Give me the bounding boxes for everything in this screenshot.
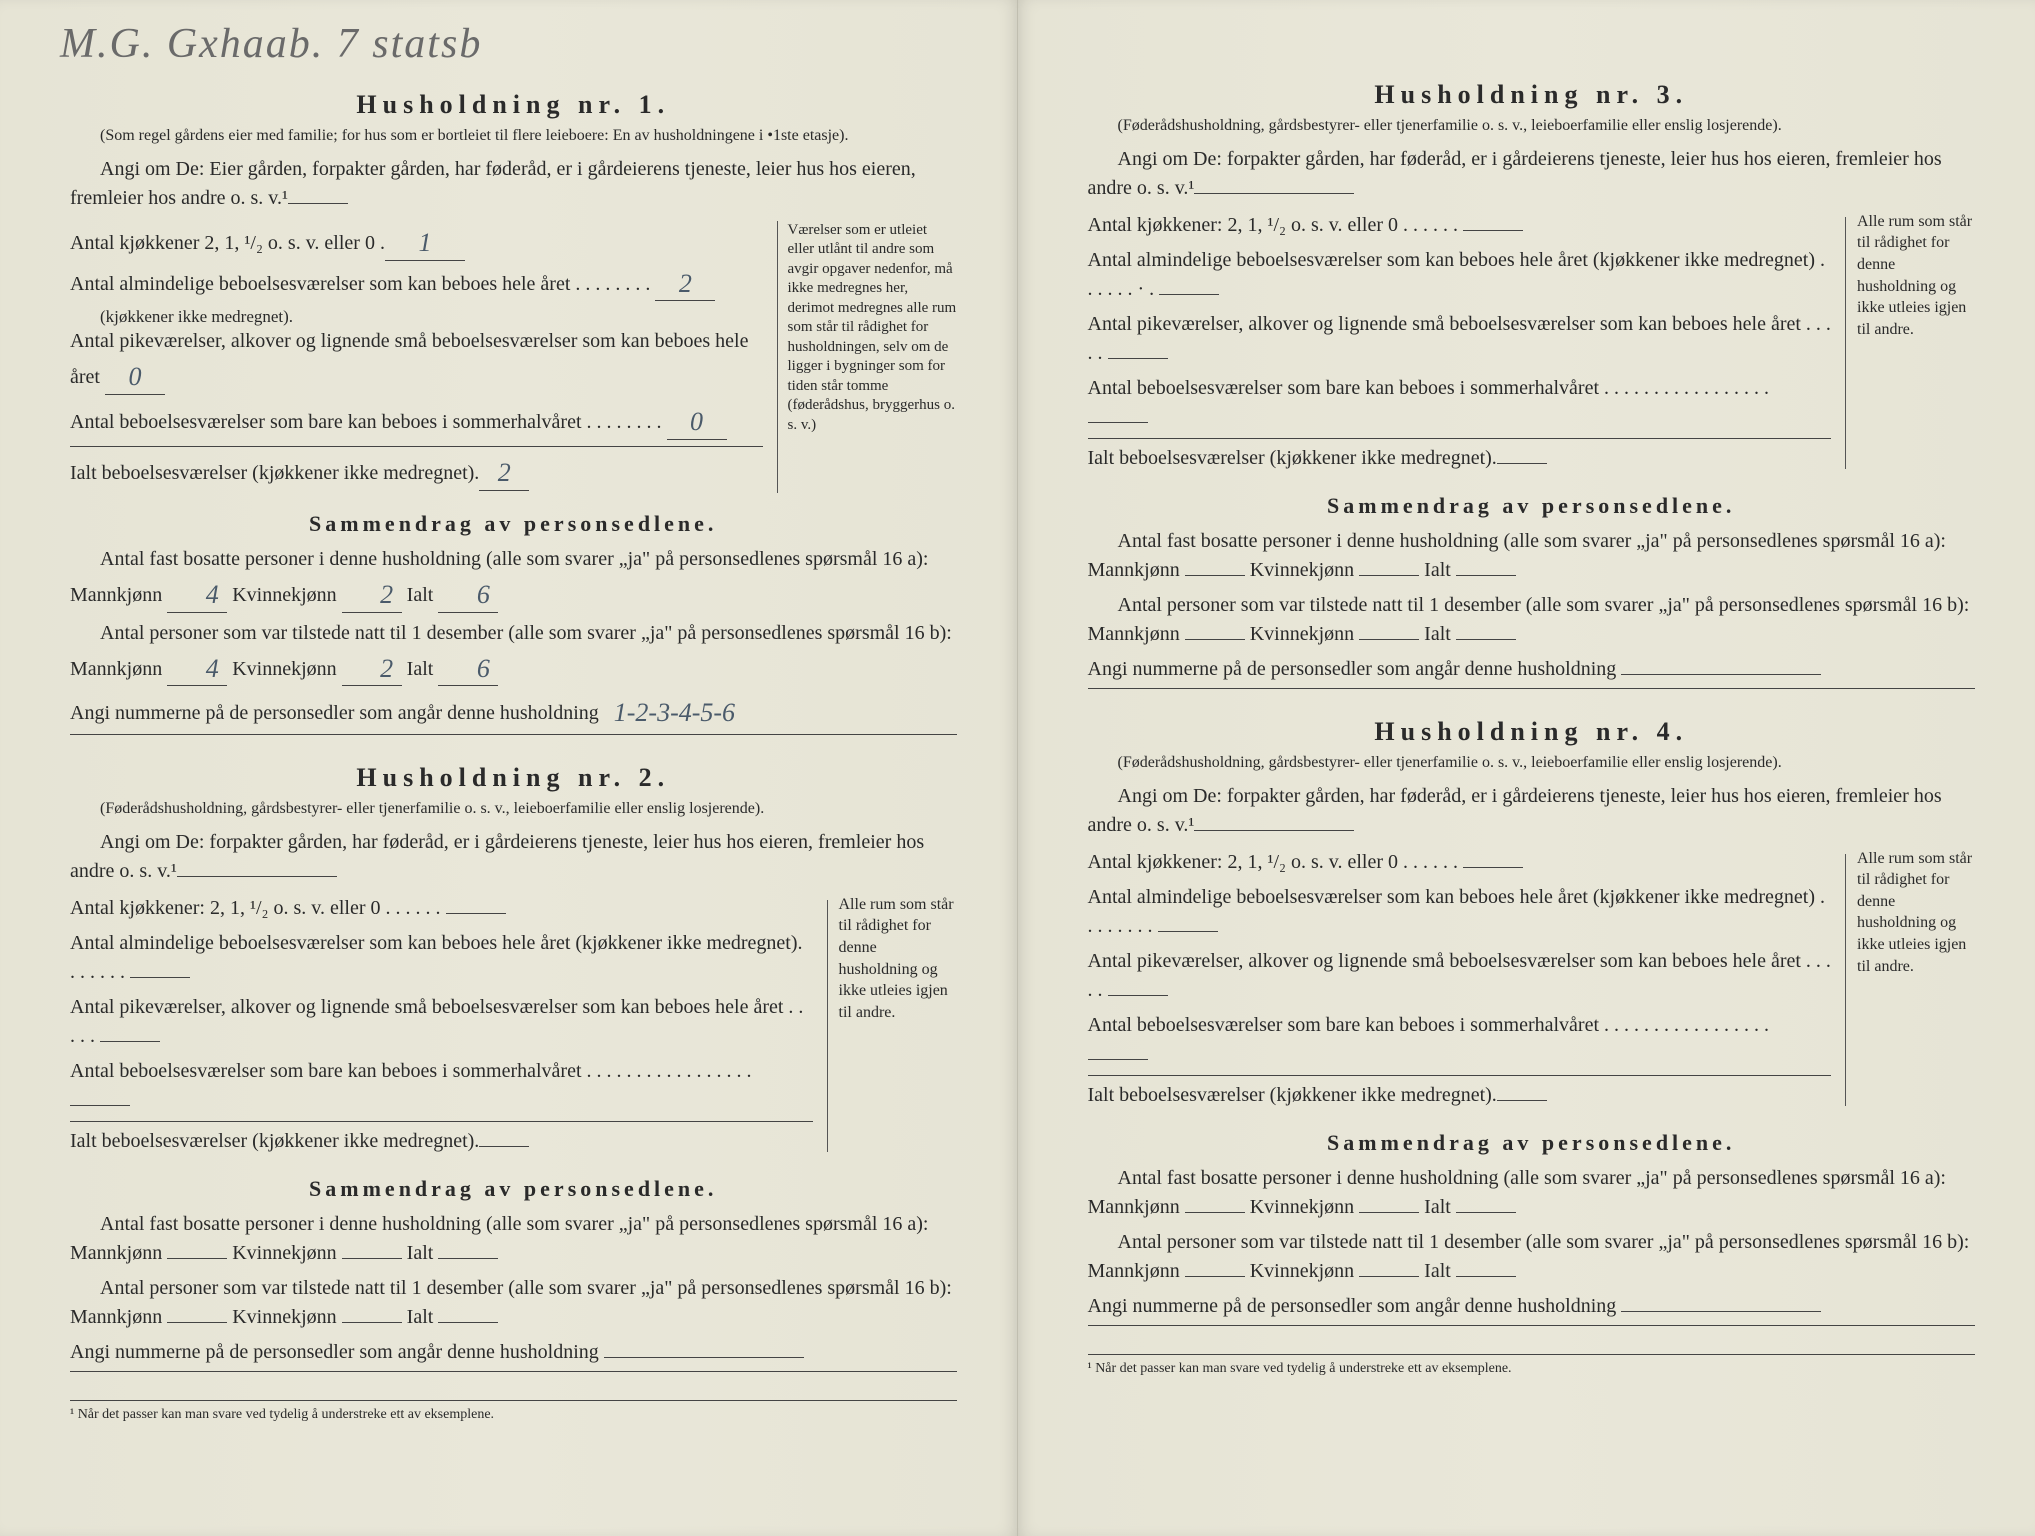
household-1: Husholdning nr. 1. (Som regel gårdens ei…	[70, 90, 957, 735]
household-2-angi: Angi om De: forpakter gården, har føderå…	[70, 828, 957, 886]
side-note-4: Alle rum som står til rådighet for denne…	[1845, 848, 1975, 1112]
household-3-title: Husholdning nr. 3.	[1088, 80, 1976, 110]
s16b-text-2: Antal personer som var tilstede natt til…	[70, 1274, 957, 1332]
rooms-year-label: Antal almindelige beboelsesværelser som …	[70, 263, 763, 302]
household-3-note: (Føderådshusholdning, gårdsbestyrer- ell…	[1088, 116, 1976, 137]
kitchen-label: Antal kjøkkener 2, 1, ¹/₂ o. s. v. eller…	[70, 228, 385, 258]
side-note-1: Værelser som er utleiet eller utlånt til…	[777, 221, 957, 493]
household-3: Husholdning nr. 3. (Føderådshusholdning,…	[1088, 80, 1976, 689]
maid-rooms-label-3: Antal pikeværelser, alkover og lignende …	[1088, 310, 1832, 368]
num-line-3: Angi nummerne på de personsedler som ang…	[1088, 655, 1976, 689]
rooms-year-label-4: Antal almindelige beboelsesværelser som …	[1088, 883, 1832, 941]
maid-rooms-label-2: Antal pikeværelser, alkover og lignende …	[70, 993, 813, 1051]
summer-rooms-label-3: Antal beboelsesværelser som bare kan beb…	[1088, 374, 1832, 432]
num-line-1: Angi nummerne på de personsedler som ang…	[70, 692, 957, 735]
rooms-year-label-3: Antal almindelige beboelsesværelser som …	[1088, 246, 1832, 304]
total-rooms-label-4: Ialt beboelsesværelser (kjøkkener ikke m…	[1088, 1080, 1497, 1110]
total-rooms-label-3: Ialt beboelsesværelser (kjøkkener ikke m…	[1088, 443, 1497, 473]
household-4-angi: Angi om De: forpakter gården, har føderå…	[1088, 782, 1976, 840]
maid-rooms-label: Antal pikeværelser, alkover og lignende …	[70, 327, 763, 395]
summer-rooms-label-2: Antal beboelsesværelser som bare kan beb…	[70, 1057, 813, 1115]
s16b-text-3: Antal personer som var tilstede natt til…	[1088, 591, 1976, 649]
household-1-angi: Angi om De: Eier gården, forpakter gårde…	[70, 155, 957, 213]
household-1-title: Husholdning nr. 1.	[70, 90, 957, 120]
rooms-year-value: 2	[679, 269, 692, 298]
household-1-note: (Som regel gårdens eier med familie; for…	[70, 126, 957, 147]
handwritten-note: M.G. Gxhaab. 7 statsb	[60, 20, 482, 68]
household-3-angi: Angi om De: forpakter gården, har føderå…	[1088, 145, 1976, 203]
footnote-left: ¹ Når det passer kan man svare ved tydel…	[70, 1400, 957, 1423]
kitchen-label-3: Antal kjøkkener: 2, 1, ¹/₂ o. s. v. elle…	[1088, 211, 1832, 240]
right-page: Husholdning nr. 3. (Føderådshusholdning,…	[1018, 0, 2035, 1536]
kitchen-label-2: Antal kjøkkener: 2, 1, ¹/₂ o. s. v. elle…	[70, 894, 813, 923]
side-note-3: Alle rum som står til rådighet for denne…	[1845, 211, 1975, 475]
sammendrag-title-1: Sammendrag av personsedlene.	[70, 511, 957, 537]
kitchen-value: 1	[418, 228, 431, 257]
num-line-4: Angi nummerne på de personsedler som ang…	[1088, 1292, 1976, 1326]
s16b-text-1: Antal personer som var tilstede natt til…	[70, 619, 957, 687]
summer-rooms-label: Antal beboelsesværelser som bare kan beb…	[70, 401, 763, 440]
side-note-2: Alle rum som står til rådighet for denne…	[827, 894, 957, 1158]
total-rooms-label-2: Ialt beboelsesværelser (kjøkkener ikke m…	[70, 1126, 479, 1156]
sammendrag-title-3: Sammendrag av personsedlene.	[1088, 493, 1976, 519]
sammendrag-title-4: Sammendrag av personsedlene.	[1088, 1130, 1976, 1156]
kitchen-label-4: Antal kjøkkener: 2, 1, ¹/₂ o. s. v. elle…	[1088, 848, 1832, 877]
s16a-text-2: Antal fast bosatte personer i denne hush…	[70, 1210, 957, 1268]
rooms-year-label-2: Antal almindelige beboelsesværelser som …	[70, 929, 813, 987]
left-page: M.G. Gxhaab. 7 statsb Husholdning nr. 1.…	[0, 0, 1018, 1536]
maid-rooms-label-4: Antal pikeværelser, alkover og lignende …	[1088, 947, 1832, 1005]
footnote-right: ¹ Når det passer kan man svare ved tydel…	[1088, 1354, 1976, 1377]
maid-rooms-value: 0	[128, 362, 141, 391]
household-2: Husholdning nr. 2. (Føderådshusholdning,…	[70, 763, 957, 1372]
household-2-title: Husholdning nr. 2.	[70, 763, 957, 793]
rooms-year-sub: (kjøkkener ikke medregnet).	[70, 307, 763, 327]
sammendrag-title-2: Sammendrag av personsedlene.	[70, 1176, 957, 1202]
total-rooms-label: Ialt beboelsesværelser (kjøkkener ikke m…	[70, 458, 479, 488]
household-4: Husholdning nr. 4. (Føderådshusholdning,…	[1088, 717, 1976, 1326]
household-2-note: (Føderådshusholdning, gårdsbestyrer- ell…	[70, 799, 957, 820]
s16a-text-4: Antal fast bosatte personer i denne hush…	[1088, 1164, 1976, 1222]
s16a-text-3: Antal fast bosatte personer i denne hush…	[1088, 527, 1976, 585]
num-line-2: Angi nummerne på de personsedler som ang…	[70, 1338, 957, 1372]
household-4-title: Husholdning nr. 4.	[1088, 717, 1976, 747]
s16a-text-1: Antal fast bosatte personer i denne hush…	[70, 545, 957, 613]
s16b-text-4: Antal personer som var tilstede natt til…	[1088, 1228, 1976, 1286]
total-rooms-value: 2	[498, 458, 511, 487]
summer-rooms-label-4: Antal beboelsesværelser som bare kan beb…	[1088, 1011, 1832, 1069]
summer-rooms-value: 0	[690, 407, 703, 436]
household-4-note: (Føderådshusholdning, gårdsbestyrer- ell…	[1088, 753, 1976, 774]
